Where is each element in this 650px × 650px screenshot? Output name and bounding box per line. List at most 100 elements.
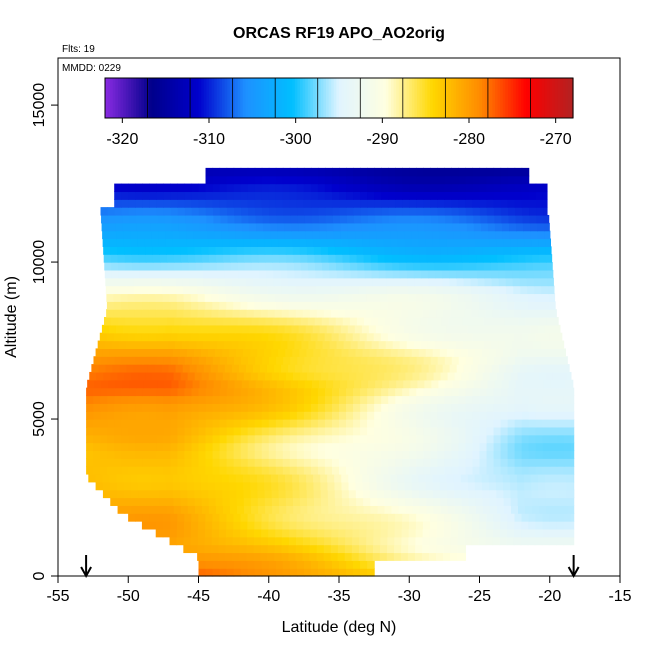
heatmap-cell xyxy=(115,379,123,389)
heatmap-cell xyxy=(310,528,318,538)
heatmap-cell xyxy=(328,317,337,326)
heatmap-cell xyxy=(485,536,494,546)
heatmap-cell xyxy=(423,167,431,177)
heatmap-cell xyxy=(398,246,406,255)
heatmap-cell xyxy=(129,214,137,224)
heatmap-cell xyxy=(472,403,481,412)
heatmap-cell xyxy=(453,230,461,240)
heatmap-cell xyxy=(266,269,274,279)
heatmap-cell xyxy=(260,285,269,295)
heatmap-cell xyxy=(320,473,328,483)
heatmap-cell xyxy=(102,238,111,247)
heatmap-cell xyxy=(448,262,457,271)
heatmap-cell xyxy=(113,301,122,310)
heatmap-cell xyxy=(271,246,280,255)
heatmap-cell xyxy=(135,403,143,412)
heatmap-cell xyxy=(521,434,530,444)
heatmap-cell xyxy=(130,238,139,247)
heatmap-cell xyxy=(99,332,108,342)
heatmap-cell xyxy=(251,505,259,514)
heatmap-cell xyxy=(222,497,231,506)
heatmap-cell xyxy=(163,466,172,475)
heatmap-cell xyxy=(114,426,122,436)
heatmap-cell xyxy=(104,340,113,349)
heatmap-cell xyxy=(137,230,145,240)
heatmap-cell xyxy=(330,544,339,554)
heatmap-cell xyxy=(264,246,273,255)
heatmap-cell xyxy=(332,207,340,216)
heatmap-cell xyxy=(475,497,484,506)
heatmap-cell xyxy=(173,497,182,506)
heatmap-cell xyxy=(275,387,284,397)
heatmap-cell xyxy=(397,348,406,357)
heatmap-cell xyxy=(381,442,389,452)
heatmap-cell xyxy=(444,426,452,436)
heatmap-cell xyxy=(407,364,416,373)
heatmap-cell xyxy=(345,536,353,546)
heatmap-cell xyxy=(198,466,207,475)
heatmap-cell xyxy=(198,301,206,310)
heatmap-cell xyxy=(423,301,431,310)
heatmap-cell xyxy=(317,458,326,467)
heatmap-cell xyxy=(170,419,179,428)
heatmap-cell xyxy=(451,191,460,200)
heatmap-cell xyxy=(149,411,157,420)
heatmap-cell xyxy=(430,513,438,522)
heatmap-cell xyxy=(457,552,465,561)
colorbar-swatch xyxy=(435,78,439,118)
heatmap-cell xyxy=(166,505,175,514)
heatmap-cell xyxy=(320,489,329,499)
heatmap-cell xyxy=(121,442,129,452)
heatmap-cell xyxy=(233,356,242,365)
heatmap-cell xyxy=(177,458,186,467)
heatmap-cell xyxy=(425,473,434,483)
heatmap-cell xyxy=(542,450,551,459)
heatmap-cell xyxy=(198,191,207,200)
colorbar-swatch xyxy=(190,78,194,118)
heatmap-cell xyxy=(521,183,530,193)
heatmap-cell xyxy=(458,207,467,216)
heatmap-cell xyxy=(156,513,164,522)
heatmap-cell xyxy=(327,246,336,255)
heatmap-cell xyxy=(174,262,183,271)
heatmap-cell xyxy=(359,332,368,342)
heatmap-cell xyxy=(310,293,318,302)
heatmap-cell xyxy=(483,262,492,271)
heatmap-cell xyxy=(190,285,198,295)
heatmap-cell xyxy=(254,466,263,475)
heatmap-cell xyxy=(323,309,332,318)
heatmap-cell xyxy=(184,466,193,475)
heatmap-cell xyxy=(139,317,147,326)
heatmap-cell xyxy=(359,521,368,530)
heatmap-cell xyxy=(233,301,241,310)
heatmap-cell xyxy=(303,458,312,467)
heatmap-cell xyxy=(135,356,144,365)
heatmap-cell xyxy=(156,403,164,412)
heatmap-cell xyxy=(438,214,446,224)
heatmap-cell xyxy=(472,521,480,530)
heatmap-cell xyxy=(361,379,369,389)
heatmap-cell xyxy=(498,269,506,279)
heatmap-cell xyxy=(381,411,389,420)
heatmap-cell xyxy=(282,568,291,577)
heatmap-cell xyxy=(395,199,403,208)
heatmap-cell xyxy=(376,473,384,483)
heatmap-cell xyxy=(282,403,291,412)
heatmap-cell xyxy=(437,356,446,365)
heatmap-cell xyxy=(485,293,494,302)
heatmap-cell xyxy=(254,301,263,310)
heatmap-cell xyxy=(535,199,544,208)
heatmap-cell xyxy=(317,528,325,538)
heatmap-cell xyxy=(184,521,192,530)
heatmap-cell xyxy=(274,552,283,561)
heatmap-cell xyxy=(516,324,524,334)
heatmap-cell xyxy=(159,505,168,514)
heatmap-cell xyxy=(331,301,340,310)
heatmap-cell xyxy=(116,473,125,483)
colorbar-swatch xyxy=(508,78,512,118)
heatmap-cell xyxy=(493,395,502,404)
heatmap-cell xyxy=(134,332,143,342)
heatmap-cell xyxy=(268,568,277,577)
heatmap-cell xyxy=(156,419,164,428)
heatmap-cell xyxy=(409,207,418,216)
